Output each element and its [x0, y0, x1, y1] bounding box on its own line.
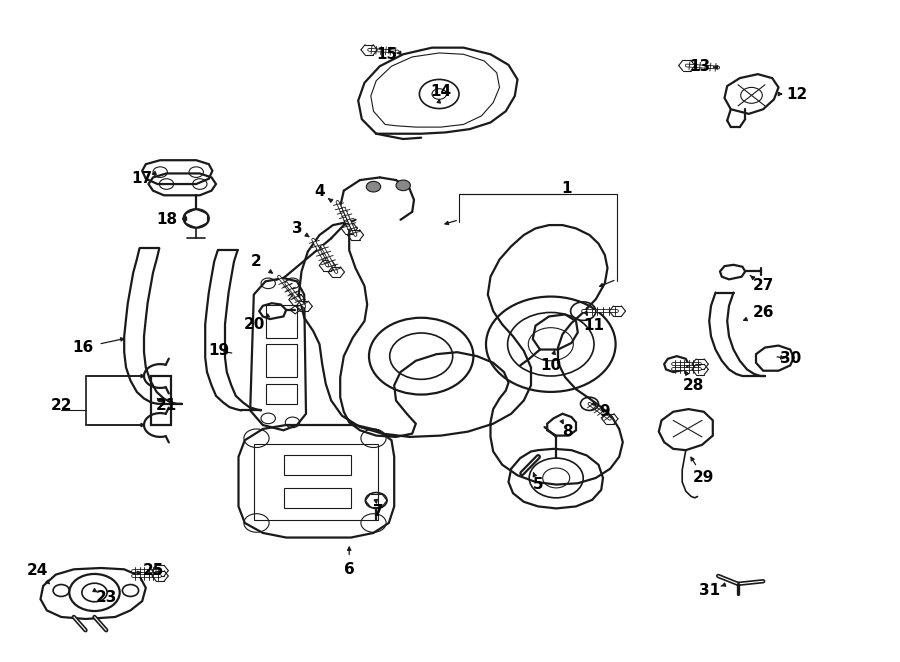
Text: 9: 9: [599, 404, 610, 419]
Text: 7: 7: [373, 504, 383, 518]
Text: 2: 2: [251, 254, 262, 269]
Text: 6: 6: [344, 562, 355, 577]
Text: 28: 28: [682, 378, 704, 393]
Text: 15: 15: [376, 47, 398, 62]
Text: 26: 26: [752, 305, 774, 320]
Text: 23: 23: [95, 590, 117, 604]
Text: 17: 17: [131, 171, 153, 186]
Text: 27: 27: [752, 279, 774, 293]
Text: 11: 11: [583, 318, 605, 333]
Circle shape: [366, 181, 381, 192]
Text: 8: 8: [562, 424, 572, 439]
Text: 5: 5: [533, 477, 544, 492]
Text: 12: 12: [786, 87, 807, 101]
Text: 30: 30: [779, 352, 801, 366]
Text: 22: 22: [50, 398, 72, 412]
Circle shape: [396, 180, 410, 191]
Text: 29: 29: [693, 471, 715, 485]
Text: 18: 18: [156, 213, 177, 227]
Text: 20: 20: [244, 317, 266, 332]
Text: 1: 1: [562, 181, 572, 196]
Text: 21: 21: [156, 398, 177, 412]
Text: 14: 14: [430, 84, 452, 99]
Text: 19: 19: [208, 344, 230, 358]
Text: 25: 25: [142, 563, 164, 578]
Text: 13: 13: [689, 59, 711, 73]
Text: 24: 24: [27, 563, 49, 578]
Text: 4: 4: [314, 185, 325, 199]
Text: 31: 31: [698, 583, 720, 598]
Text: 16: 16: [72, 340, 94, 355]
Text: 10: 10: [540, 358, 562, 373]
Text: 3: 3: [292, 221, 302, 236]
